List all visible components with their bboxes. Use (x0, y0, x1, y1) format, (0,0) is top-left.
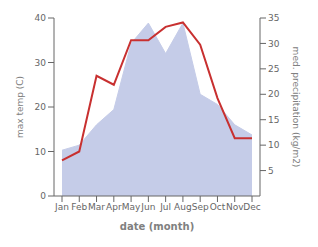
svg-text:25: 25 (268, 64, 279, 74)
svg-text:Jan: Jan (54, 202, 69, 212)
svg-text:May: May (122, 202, 141, 212)
svg-text:Nov: Nov (226, 202, 244, 212)
svg-text:20: 20 (268, 89, 280, 99)
svg-text:Jul: Jul (159, 202, 171, 212)
svg-text:30: 30 (35, 58, 47, 68)
svg-text:Oct: Oct (210, 202, 226, 212)
svg-text:40: 40 (35, 13, 47, 23)
svg-text:0: 0 (40, 191, 46, 201)
svg-text:10: 10 (35, 147, 47, 157)
svg-text:5: 5 (268, 166, 274, 176)
svg-text:Feb: Feb (71, 202, 87, 212)
svg-text:Aug: Aug (174, 202, 192, 212)
svg-text:Sep: Sep (192, 202, 209, 212)
svg-text:35: 35 (268, 13, 279, 23)
svg-text:10: 10 (268, 140, 280, 150)
svg-text:Apr: Apr (106, 202, 122, 212)
svg-text:20: 20 (35, 102, 47, 112)
svg-text:med. precipitation (kg/m2): med. precipitation (kg/m2) (291, 47, 301, 168)
svg-text:Dec: Dec (243, 202, 260, 212)
svg-text:date (month): date (month) (120, 221, 194, 232)
svg-text:15: 15 (268, 115, 279, 125)
svg-text:30: 30 (268, 39, 280, 49)
svg-text:Jun: Jun (140, 202, 155, 212)
svg-text:max temp (C): max temp (C) (15, 76, 25, 138)
svg-text:Mar: Mar (88, 202, 105, 212)
